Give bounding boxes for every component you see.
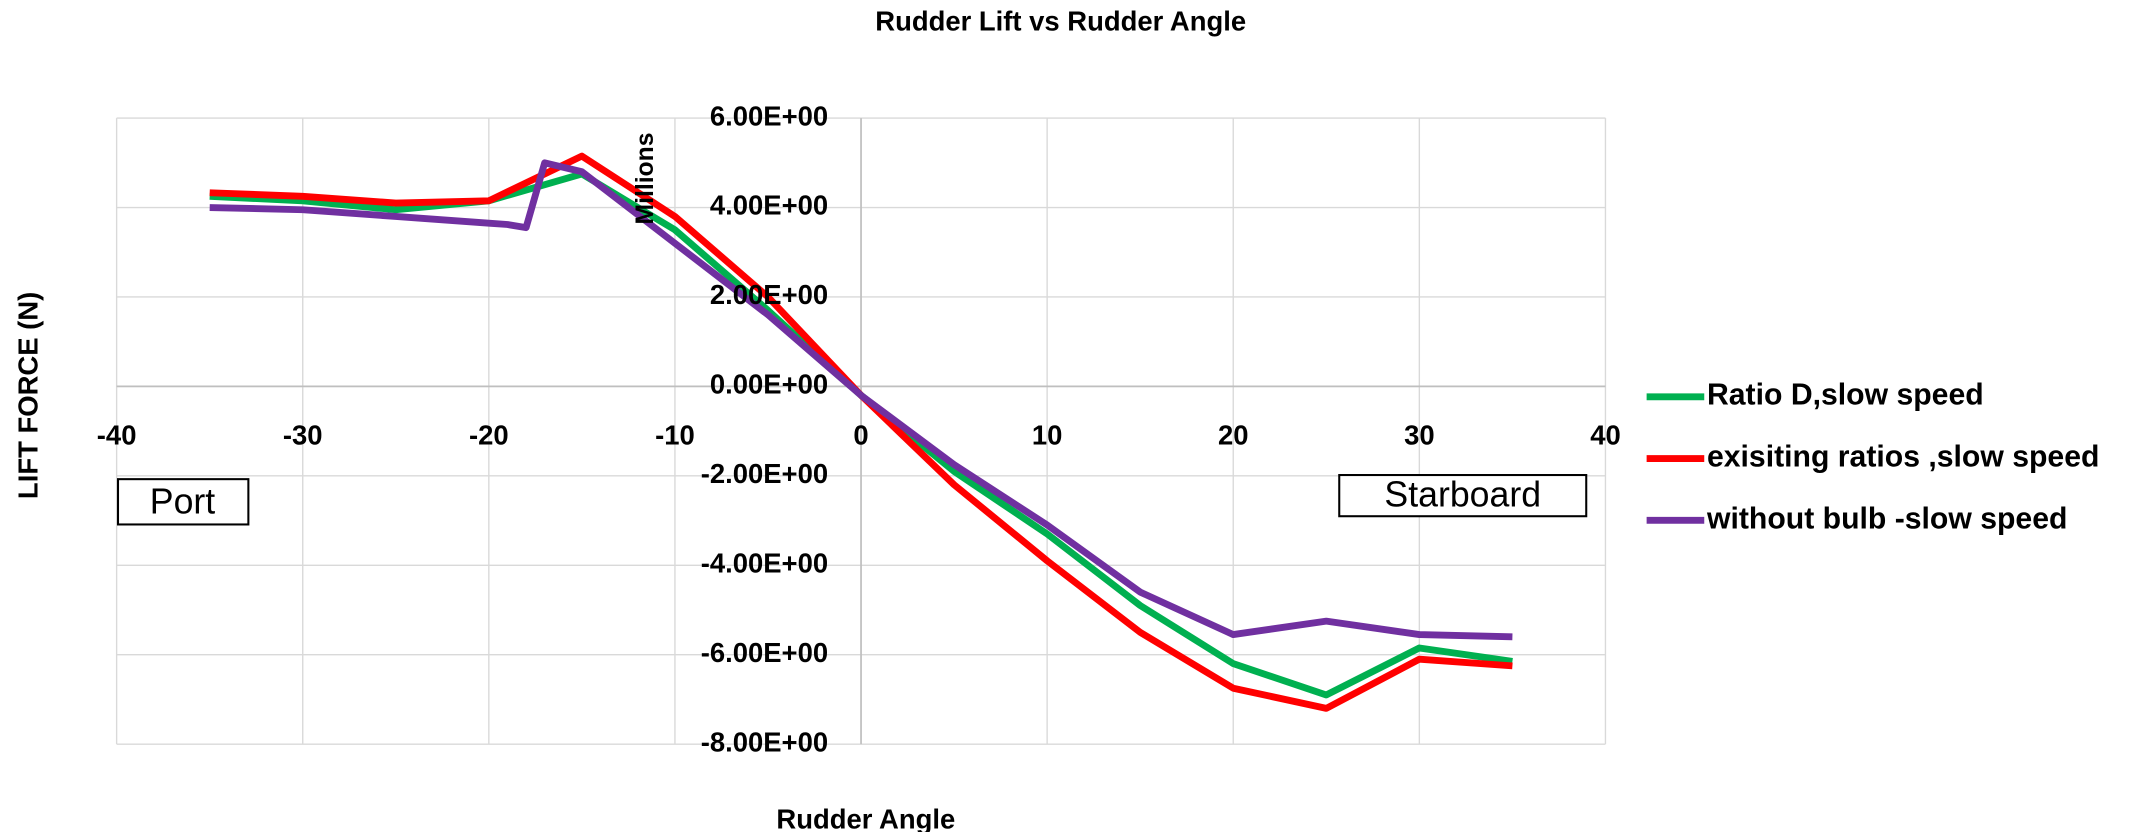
x-tick-label: 30 — [1404, 419, 1435, 450]
y-tick-label: 6.00E+00 — [710, 100, 828, 131]
y-tick-label: -6.00E+00 — [701, 637, 828, 668]
y-axis-title: LIFT FORCE (N) — [12, 292, 43, 499]
y-tick-label: 0.00E+00 — [710, 369, 828, 400]
legend: Ratio D,slow speed exisiting ratios ,slow… — [1646, 379, 2099, 535]
legend-label: without bulb -slow speed — [1706, 502, 2067, 535]
legend-label: Ratio D,slow speed — [1707, 379, 1984, 412]
y-unit-label: Millions — [632, 133, 659, 225]
x-tick-label: 0 — [853, 419, 868, 450]
x-tick-label: 10 — [1032, 419, 1063, 450]
x-tick-label: -10 — [655, 419, 695, 450]
annotation-box — [116, 478, 250, 526]
x-tick-label: 20 — [1218, 419, 1249, 450]
y-tick-label: -4.00E+00 — [701, 548, 828, 579]
y-tick-label: 4.00E+00 — [710, 190, 828, 221]
annotation-box — [1338, 474, 1588, 518]
labels: -40 -30 -20 -10 0 10 20 30 40 -8.00E+00 -6.00E+00 -… — [97, 100, 1621, 757]
x-tick-label: -20 — [469, 419, 509, 450]
x-axis-title: Rudder Angle — [776, 803, 955, 832]
annotation: Port — [150, 481, 215, 521]
y-tick-label: -8.00E+00 — [701, 726, 828, 757]
annotation: Starboard — [1384, 474, 1541, 514]
y-tick-label: 2.00E+00 — [710, 279, 828, 310]
x-tick-label: -40 — [97, 419, 137, 450]
x-tick-label: 40 — [1590, 419, 1621, 450]
x-tick-label: -30 — [283, 419, 323, 450]
lines — [209, 152, 1513, 712]
legend-label: exisiting ratios ,slow speed — [1707, 441, 2099, 474]
y-tick-label: -2.00E+00 — [701, 458, 828, 489]
series-line — [209, 159, 1513, 641]
chart-title: Rudder Lift vs Rudder Angle — [875, 6, 1246, 37]
